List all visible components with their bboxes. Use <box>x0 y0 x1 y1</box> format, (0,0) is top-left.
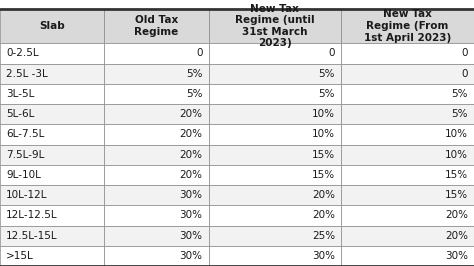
Text: Old Tax
Regime: Old Tax Regime <box>134 15 179 37</box>
Bar <box>341 104 474 124</box>
Text: 30%: 30% <box>179 231 202 241</box>
Text: 10%: 10% <box>312 109 335 119</box>
Text: 5%: 5% <box>186 69 202 79</box>
Text: 5%: 5% <box>319 89 335 99</box>
Bar <box>0 43 104 64</box>
Bar <box>104 64 209 84</box>
Text: 10%: 10% <box>312 130 335 139</box>
Bar <box>341 64 474 84</box>
Bar <box>0 9 104 43</box>
Bar <box>341 246 474 266</box>
Text: 20%: 20% <box>179 130 202 139</box>
Bar <box>104 9 209 43</box>
Bar <box>341 43 474 64</box>
Text: 0: 0 <box>328 48 335 59</box>
Text: 25%: 25% <box>312 231 335 241</box>
Bar <box>209 64 341 84</box>
Bar <box>209 124 341 144</box>
Text: 5%: 5% <box>186 89 202 99</box>
Text: 15%: 15% <box>445 190 468 200</box>
Bar <box>209 205 341 226</box>
Text: 0: 0 <box>461 69 468 79</box>
Text: 0: 0 <box>196 48 202 59</box>
Text: 10%: 10% <box>445 130 468 139</box>
Bar <box>209 165 341 185</box>
Bar <box>209 226 341 246</box>
Text: 15%: 15% <box>445 170 468 180</box>
Bar <box>0 205 104 226</box>
Bar <box>341 185 474 205</box>
Text: 5%: 5% <box>451 89 468 99</box>
Text: 6L-7.5L: 6L-7.5L <box>6 130 45 139</box>
Text: 30%: 30% <box>179 251 202 261</box>
Bar <box>104 43 209 64</box>
Bar <box>341 124 474 144</box>
Text: 12L-12.5L: 12L-12.5L <box>6 210 58 221</box>
Bar <box>209 104 341 124</box>
Bar <box>0 104 104 124</box>
Bar <box>104 185 209 205</box>
Bar <box>341 144 474 165</box>
Text: New Tax
Regime (until
31st March
2023): New Tax Regime (until 31st March 2023) <box>235 3 315 48</box>
Bar <box>104 144 209 165</box>
Text: 5L-6L: 5L-6L <box>6 109 35 119</box>
Bar <box>0 84 104 104</box>
Text: 30%: 30% <box>445 251 468 261</box>
Bar <box>341 226 474 246</box>
Bar <box>0 246 104 266</box>
Text: 2.5L -3L: 2.5L -3L <box>6 69 48 79</box>
Bar <box>0 165 104 185</box>
Bar <box>0 144 104 165</box>
Text: 20%: 20% <box>312 210 335 221</box>
Text: 30%: 30% <box>312 251 335 261</box>
Bar <box>104 84 209 104</box>
Bar <box>341 9 474 43</box>
Text: 5%: 5% <box>451 109 468 119</box>
Text: 0-2.5L: 0-2.5L <box>6 48 39 59</box>
Text: 30%: 30% <box>179 190 202 200</box>
Bar <box>209 144 341 165</box>
Bar <box>209 246 341 266</box>
Text: 9L-10L: 9L-10L <box>6 170 41 180</box>
Bar <box>104 124 209 144</box>
Text: 30%: 30% <box>179 210 202 221</box>
Text: 0: 0 <box>461 48 468 59</box>
Text: >15L: >15L <box>6 251 34 261</box>
Text: 5%: 5% <box>319 69 335 79</box>
Text: New Tax
Regime (From
1st April 2023): New Tax Regime (From 1st April 2023) <box>364 9 451 43</box>
Bar <box>104 104 209 124</box>
Text: 20%: 20% <box>312 190 335 200</box>
Text: 20%: 20% <box>179 150 202 160</box>
Text: 12.5L-15L: 12.5L-15L <box>6 231 58 241</box>
Bar <box>0 64 104 84</box>
Text: 15%: 15% <box>312 150 335 160</box>
Bar <box>104 205 209 226</box>
Bar <box>341 84 474 104</box>
Bar <box>0 226 104 246</box>
Bar <box>209 9 341 43</box>
Text: 20%: 20% <box>445 231 468 241</box>
Text: 20%: 20% <box>179 109 202 119</box>
Text: 7.5L-9L: 7.5L-9L <box>6 150 45 160</box>
Text: 10%: 10% <box>445 150 468 160</box>
Bar <box>0 185 104 205</box>
Text: 15%: 15% <box>312 170 335 180</box>
Text: 10L-12L: 10L-12L <box>6 190 48 200</box>
Bar <box>341 205 474 226</box>
Bar <box>209 43 341 64</box>
Bar <box>104 165 209 185</box>
Bar <box>0 124 104 144</box>
Text: Slab: Slab <box>39 21 65 31</box>
Text: 20%: 20% <box>179 170 202 180</box>
Bar <box>209 84 341 104</box>
Bar <box>209 185 341 205</box>
Text: 20%: 20% <box>445 210 468 221</box>
Bar <box>104 246 209 266</box>
Bar <box>341 165 474 185</box>
Text: 3L-5L: 3L-5L <box>6 89 35 99</box>
Bar <box>104 226 209 246</box>
